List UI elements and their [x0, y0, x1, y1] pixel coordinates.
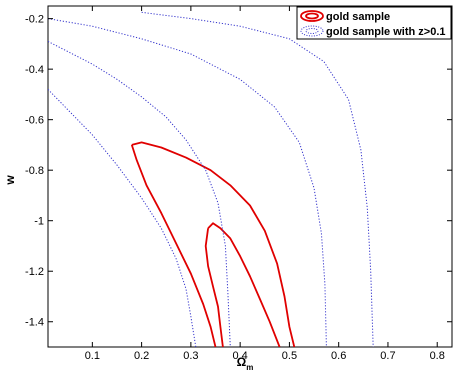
x-axis-label: Ωm — [237, 355, 254, 372]
x-tick-label: 0.8 — [430, 350, 445, 362]
y-tick-label: -0.6 — [25, 115, 44, 127]
legend-swatch-ellipse — [305, 12, 319, 20]
gold-sample-z-contour-3 — [48, 18, 327, 347]
gold-sample-z-contour-4 — [141, 11, 374, 347]
y-axis-label: w — [3, 175, 17, 186]
gold-sample-contour-1 — [131, 141, 296, 347]
series-layer — [48, 11, 374, 347]
legend: gold sample gold sample with z>0.1 — [296, 6, 452, 40]
x-axis-label-subscript: m — [246, 363, 253, 372]
gold-sample-contour-3 — [207, 222, 281, 347]
gold-sample-z-contour-1 — [48, 89, 197, 347]
x-tick-label: 0.1 — [85, 350, 100, 362]
y-tick-label: -0.4 — [25, 64, 44, 76]
y-tick-label: -1 — [34, 216, 44, 228]
plot-area — [47, 5, 453, 348]
x-axis-label-main: Ω — [237, 355, 247, 369]
gold-sample-z-contour-2 — [48, 40, 231, 347]
y-tick-label: -1.2 — [25, 266, 44, 278]
legend-entry-gold-sample-z: gold sample with z>0.1 — [326, 26, 446, 38]
legend-swatch-gold-sample-z — [300, 25, 324, 37]
legend-swatch-gold-sample — [300, 10, 324, 22]
x-tick-label: 0.5 — [282, 350, 297, 362]
tick-layer: 0.1 0.2 0.3 0.4 0.5 0.6 0.7 0.8 -0.2 -0.4 -0.6 -0.8… — [25, 6, 452, 362]
legend-box — [296, 6, 452, 40]
x-tick-label: 0.3 — [183, 350, 198, 362]
y-tick-label: -0.8 — [25, 165, 44, 177]
x-tick-label: 0.4 — [232, 350, 247, 362]
legend-swatch-ellipse — [300, 10, 324, 22]
x-tick-label: 0.2 — [134, 350, 149, 362]
y-tick-label: -0.2 — [25, 14, 44, 26]
legend-swatch-ellipse — [305, 28, 319, 34]
gold-sample-contour-4 — [204, 228, 224, 347]
legend-entry-gold-sample: gold sample — [326, 11, 390, 23]
legend-swatch-ellipse — [300, 25, 324, 37]
x-tick-label: 0.7 — [380, 350, 395, 362]
y-tick-label: -1.4 — [25, 317, 44, 329]
x-tick-label: 0.6 — [331, 350, 346, 362]
gold-sample-contour-2 — [130, 144, 217, 347]
